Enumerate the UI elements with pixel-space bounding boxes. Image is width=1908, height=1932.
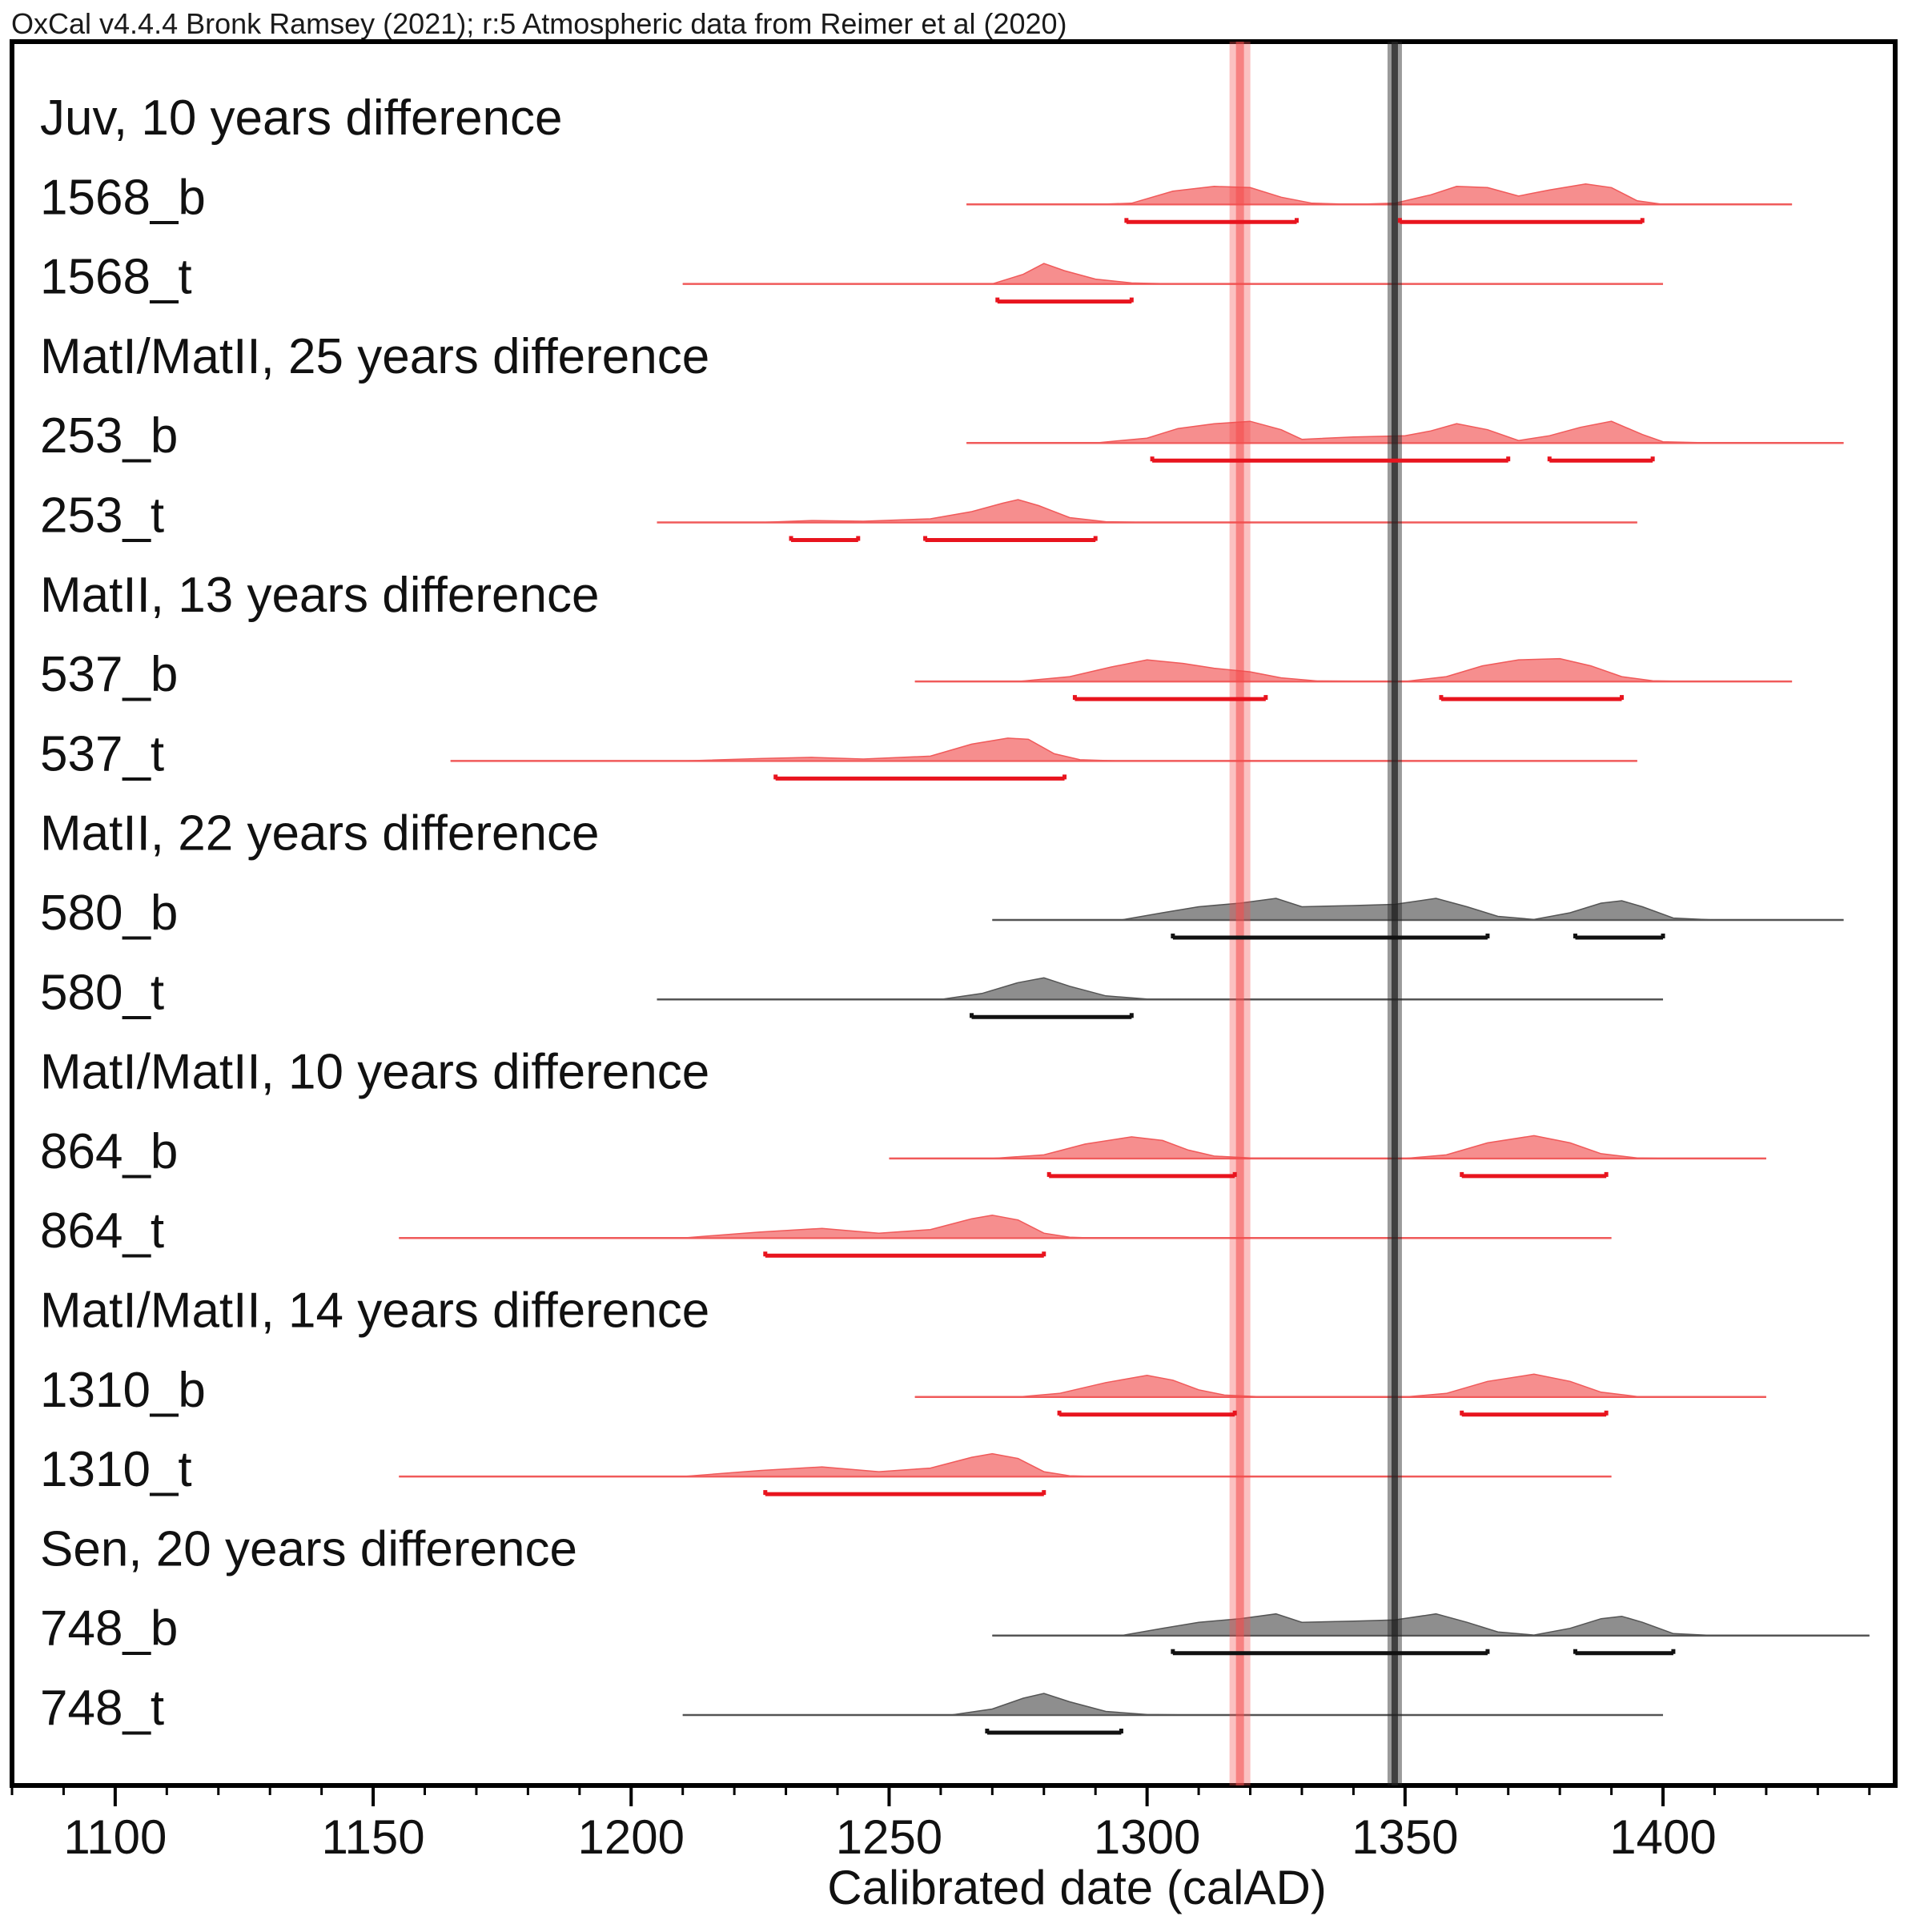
x-axis-ticks: 1100 1150 1200 1250 1300 1350 1400 xyxy=(10,1785,1871,1864)
hpd-range xyxy=(1171,1649,1490,1656)
density-curve xyxy=(399,1214,1612,1239)
group-header: MatI/MatII, 10 years difference xyxy=(40,1045,709,1100)
group-header: MatII, 22 years difference xyxy=(40,806,599,862)
hpd-range xyxy=(1057,1410,1237,1417)
hpd-range xyxy=(1124,218,1299,224)
sample-label: 253_b xyxy=(40,408,178,464)
hpd-range xyxy=(1397,218,1645,224)
density-curve xyxy=(657,977,1663,1001)
hpd-range xyxy=(1439,695,1624,701)
x-axis-title: Calibrated date (calAD) xyxy=(827,1861,1327,1914)
sample-label: 1568_t xyxy=(40,250,192,305)
sample-label: 748_t xyxy=(40,1681,164,1736)
sample-label: 580_t xyxy=(40,965,164,1020)
row-labels-layer: Juv, 10 years difference 1568_b 1568_t MatI… xyxy=(40,90,709,1736)
x-tick-label: 1300 xyxy=(1094,1810,1200,1864)
hpd-range xyxy=(763,1490,1046,1496)
x-tick-label: 1200 xyxy=(578,1810,685,1864)
sample-label: 748_b xyxy=(40,1601,178,1657)
group-header: MatI/MatII, 25 years difference xyxy=(40,329,709,384)
density-curve xyxy=(992,1613,1870,1637)
density-curve xyxy=(966,183,1793,206)
reference-line-black xyxy=(1387,42,1402,1785)
density-curve xyxy=(657,499,1637,524)
hpd-range xyxy=(1573,934,1665,940)
x-tick-label: 1100 xyxy=(63,1810,167,1864)
sample-label: 864_t xyxy=(40,1203,164,1259)
group-header: Sen, 20 years difference xyxy=(40,1521,577,1577)
ranges-layer xyxy=(763,218,1676,1735)
density-curve xyxy=(682,263,1663,285)
hpd-range xyxy=(1171,934,1490,940)
hpd-range xyxy=(995,297,1134,304)
reference-lines-layer xyxy=(1229,42,1402,1785)
x-tick-label: 1350 xyxy=(1352,1810,1458,1864)
hpd-range xyxy=(1547,456,1655,463)
hpd-range xyxy=(1046,1171,1237,1179)
hpd-range xyxy=(1573,1649,1676,1656)
group-header: Juv, 10 years difference xyxy=(40,90,563,146)
hpd-range xyxy=(1072,695,1268,701)
sample-label: 537_t xyxy=(40,726,164,781)
density-curve xyxy=(914,657,1793,682)
hpd-range xyxy=(970,1013,1134,1019)
sample-label: 864_b xyxy=(40,1124,178,1179)
group-header: MatI/MatII, 14 years difference xyxy=(40,1283,709,1339)
hpd-range xyxy=(1150,456,1511,463)
plot-frame xyxy=(10,39,1898,1788)
density-curve xyxy=(682,1693,1663,1716)
chart-credit: OxCal v4.4.4 Bronk Ramsey (2021); r:5 At… xyxy=(11,7,1067,40)
hpd-range xyxy=(773,774,1067,781)
sample-label: 253_t xyxy=(40,488,164,544)
sample-label: 537_b xyxy=(40,647,178,702)
group-header: MatII, 13 years difference xyxy=(40,568,599,623)
density-curve xyxy=(966,420,1844,444)
sample-label: 580_b xyxy=(40,886,178,941)
density-curve xyxy=(450,737,1637,762)
density-curve xyxy=(399,1452,1612,1477)
x-tick-label: 1400 xyxy=(1609,1810,1716,1864)
sample-label: 1310_t xyxy=(40,1442,192,1497)
sample-label: 1310_b xyxy=(40,1363,206,1418)
hpd-range xyxy=(763,1251,1046,1258)
density-curve xyxy=(889,1135,1766,1159)
hpd-range xyxy=(923,536,1098,542)
density-layer xyxy=(399,183,1870,1717)
sample-label: 1568_b xyxy=(40,170,206,225)
density-curve xyxy=(914,1373,1766,1398)
hpd-range xyxy=(1460,1171,1609,1179)
hpd-range xyxy=(789,536,861,542)
x-tick-label: 1250 xyxy=(836,1810,942,1864)
x-tick-label: 1150 xyxy=(322,1810,425,1864)
hpd-range xyxy=(985,1729,1123,1735)
reference-line-red xyxy=(1229,42,1251,1785)
density-curve xyxy=(992,898,1844,921)
hpd-range xyxy=(1460,1410,1609,1417)
